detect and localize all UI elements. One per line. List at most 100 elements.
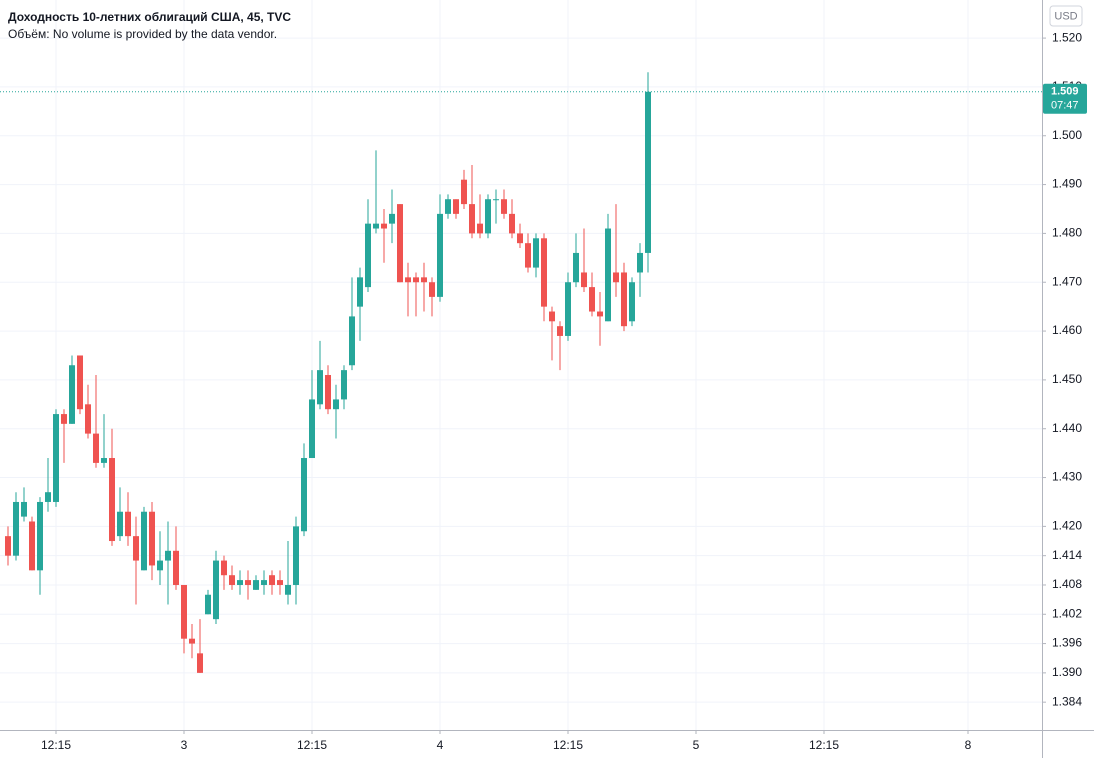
y-tick-label: 1.460 (1052, 323, 1082, 337)
x-tick-label: 3 (181, 738, 188, 752)
candle-body (141, 511, 147, 571)
candle-body (381, 223, 387, 229)
y-tick-label: 1.520 (1052, 30, 1082, 44)
candle-body (189, 638, 195, 644)
candle-body (205, 594, 211, 615)
y-tick-label: 1.440 (1052, 421, 1082, 435)
candle-body (133, 536, 139, 561)
candle-body (245, 580, 251, 585)
candle-body (349, 316, 355, 366)
candle-body (229, 575, 235, 585)
candle-body (525, 243, 531, 268)
candle-body (197, 653, 203, 673)
candle-body (93, 433, 99, 463)
countdown-label: 07:47 (1051, 100, 1079, 112)
candle-body (573, 252, 579, 283)
candle-body (333, 399, 339, 410)
candle-body (5, 536, 11, 556)
candle-body (165, 550, 171, 561)
candle-body (405, 277, 411, 283)
candle-body (309, 399, 315, 459)
grid-layer (0, 0, 1042, 730)
x-tick-label: 12:15 (41, 738, 71, 752)
y-tick-label: 1.402 (1052, 606, 1082, 620)
candle-body (77, 355, 83, 410)
currency-label[interactable]: USD (1054, 10, 1077, 22)
candle-body (277, 580, 283, 585)
x-tick-label: 12:15 (809, 738, 839, 752)
y-tick-label: 1.480 (1052, 226, 1082, 240)
candle-body (421, 277, 427, 283)
candle-body (629, 282, 635, 322)
candle-body (61, 414, 67, 424)
candle-body (125, 511, 131, 537)
candle-body (445, 199, 451, 214)
y-tick-label: 1.396 (1052, 636, 1082, 650)
candle-body (109, 458, 115, 542)
candle-body (461, 179, 467, 205)
candle-body (493, 199, 499, 201)
candle-body (509, 213, 515, 234)
candle-body (437, 213, 443, 297)
candle-body (213, 560, 219, 620)
candle-body (173, 550, 179, 585)
y-tick-label: 1.500 (1052, 128, 1082, 142)
candle-body (21, 501, 27, 517)
candle-body (45, 492, 51, 502)
candle-body (117, 511, 123, 537)
candle-body (637, 252, 643, 273)
candle-body (237, 580, 243, 585)
candle-body (541, 238, 547, 307)
candle-body (101, 458, 107, 463)
candle-body (429, 282, 435, 297)
candle-body (413, 277, 419, 283)
candle-body (357, 277, 363, 307)
candle-body (253, 580, 259, 590)
candle-body (53, 414, 59, 502)
x-tick-label: 12:15 (553, 738, 583, 752)
x-tick-label: 8 (965, 738, 972, 752)
candle-body (565, 282, 571, 336)
candle-body (613, 272, 619, 283)
candle-body (37, 501, 43, 571)
candle-body (557, 326, 563, 336)
candle-body (365, 223, 371, 288)
candle-body (29, 521, 35, 571)
candle-body (261, 580, 267, 585)
candle-body (597, 311, 603, 317)
candle-body (325, 375, 331, 410)
last-price-label: 1.509 (1051, 86, 1079, 98)
candle-body (581, 272, 587, 288)
candle-body (501, 199, 507, 214)
y-tick-label: 1.470 (1052, 274, 1082, 288)
y-tick-label: 1.490 (1052, 177, 1082, 191)
candle-body (69, 365, 75, 424)
axis-layer: 1.5201.5101.5001.4901.4801.4701.4601.450… (41, 30, 1087, 752)
currency-button[interactable] (1049, 5, 1083, 27)
candle-body (301, 458, 307, 532)
x-tick-label: 4 (437, 738, 444, 752)
candle-body (373, 223, 379, 229)
candle-body (645, 91, 651, 253)
candle-body (13, 501, 19, 556)
candle-body (533, 238, 539, 268)
chart-subtitle: Объём: No volume is provided by the data… (8, 27, 277, 41)
candle-body (85, 404, 91, 434)
y-tick-label: 1.408 (1052, 577, 1082, 591)
candle-body (341, 370, 347, 400)
candle-body (477, 223, 483, 234)
y-tick-label: 1.450 (1052, 372, 1082, 386)
candle-body (149, 511, 155, 566)
x-tick-label: 12:15 (297, 738, 327, 752)
y-tick-label: 1.384 (1052, 694, 1082, 708)
y-tick-label: 1.430 (1052, 470, 1082, 484)
candle-body (549, 311, 555, 322)
candle-body (621, 272, 627, 327)
candle-body (453, 199, 459, 214)
candle-body (469, 204, 475, 234)
y-tick-label: 1.414 (1052, 548, 1082, 562)
x-tick-label: 5 (693, 738, 700, 752)
candle-body (269, 575, 275, 585)
candle-body (485, 199, 491, 234)
